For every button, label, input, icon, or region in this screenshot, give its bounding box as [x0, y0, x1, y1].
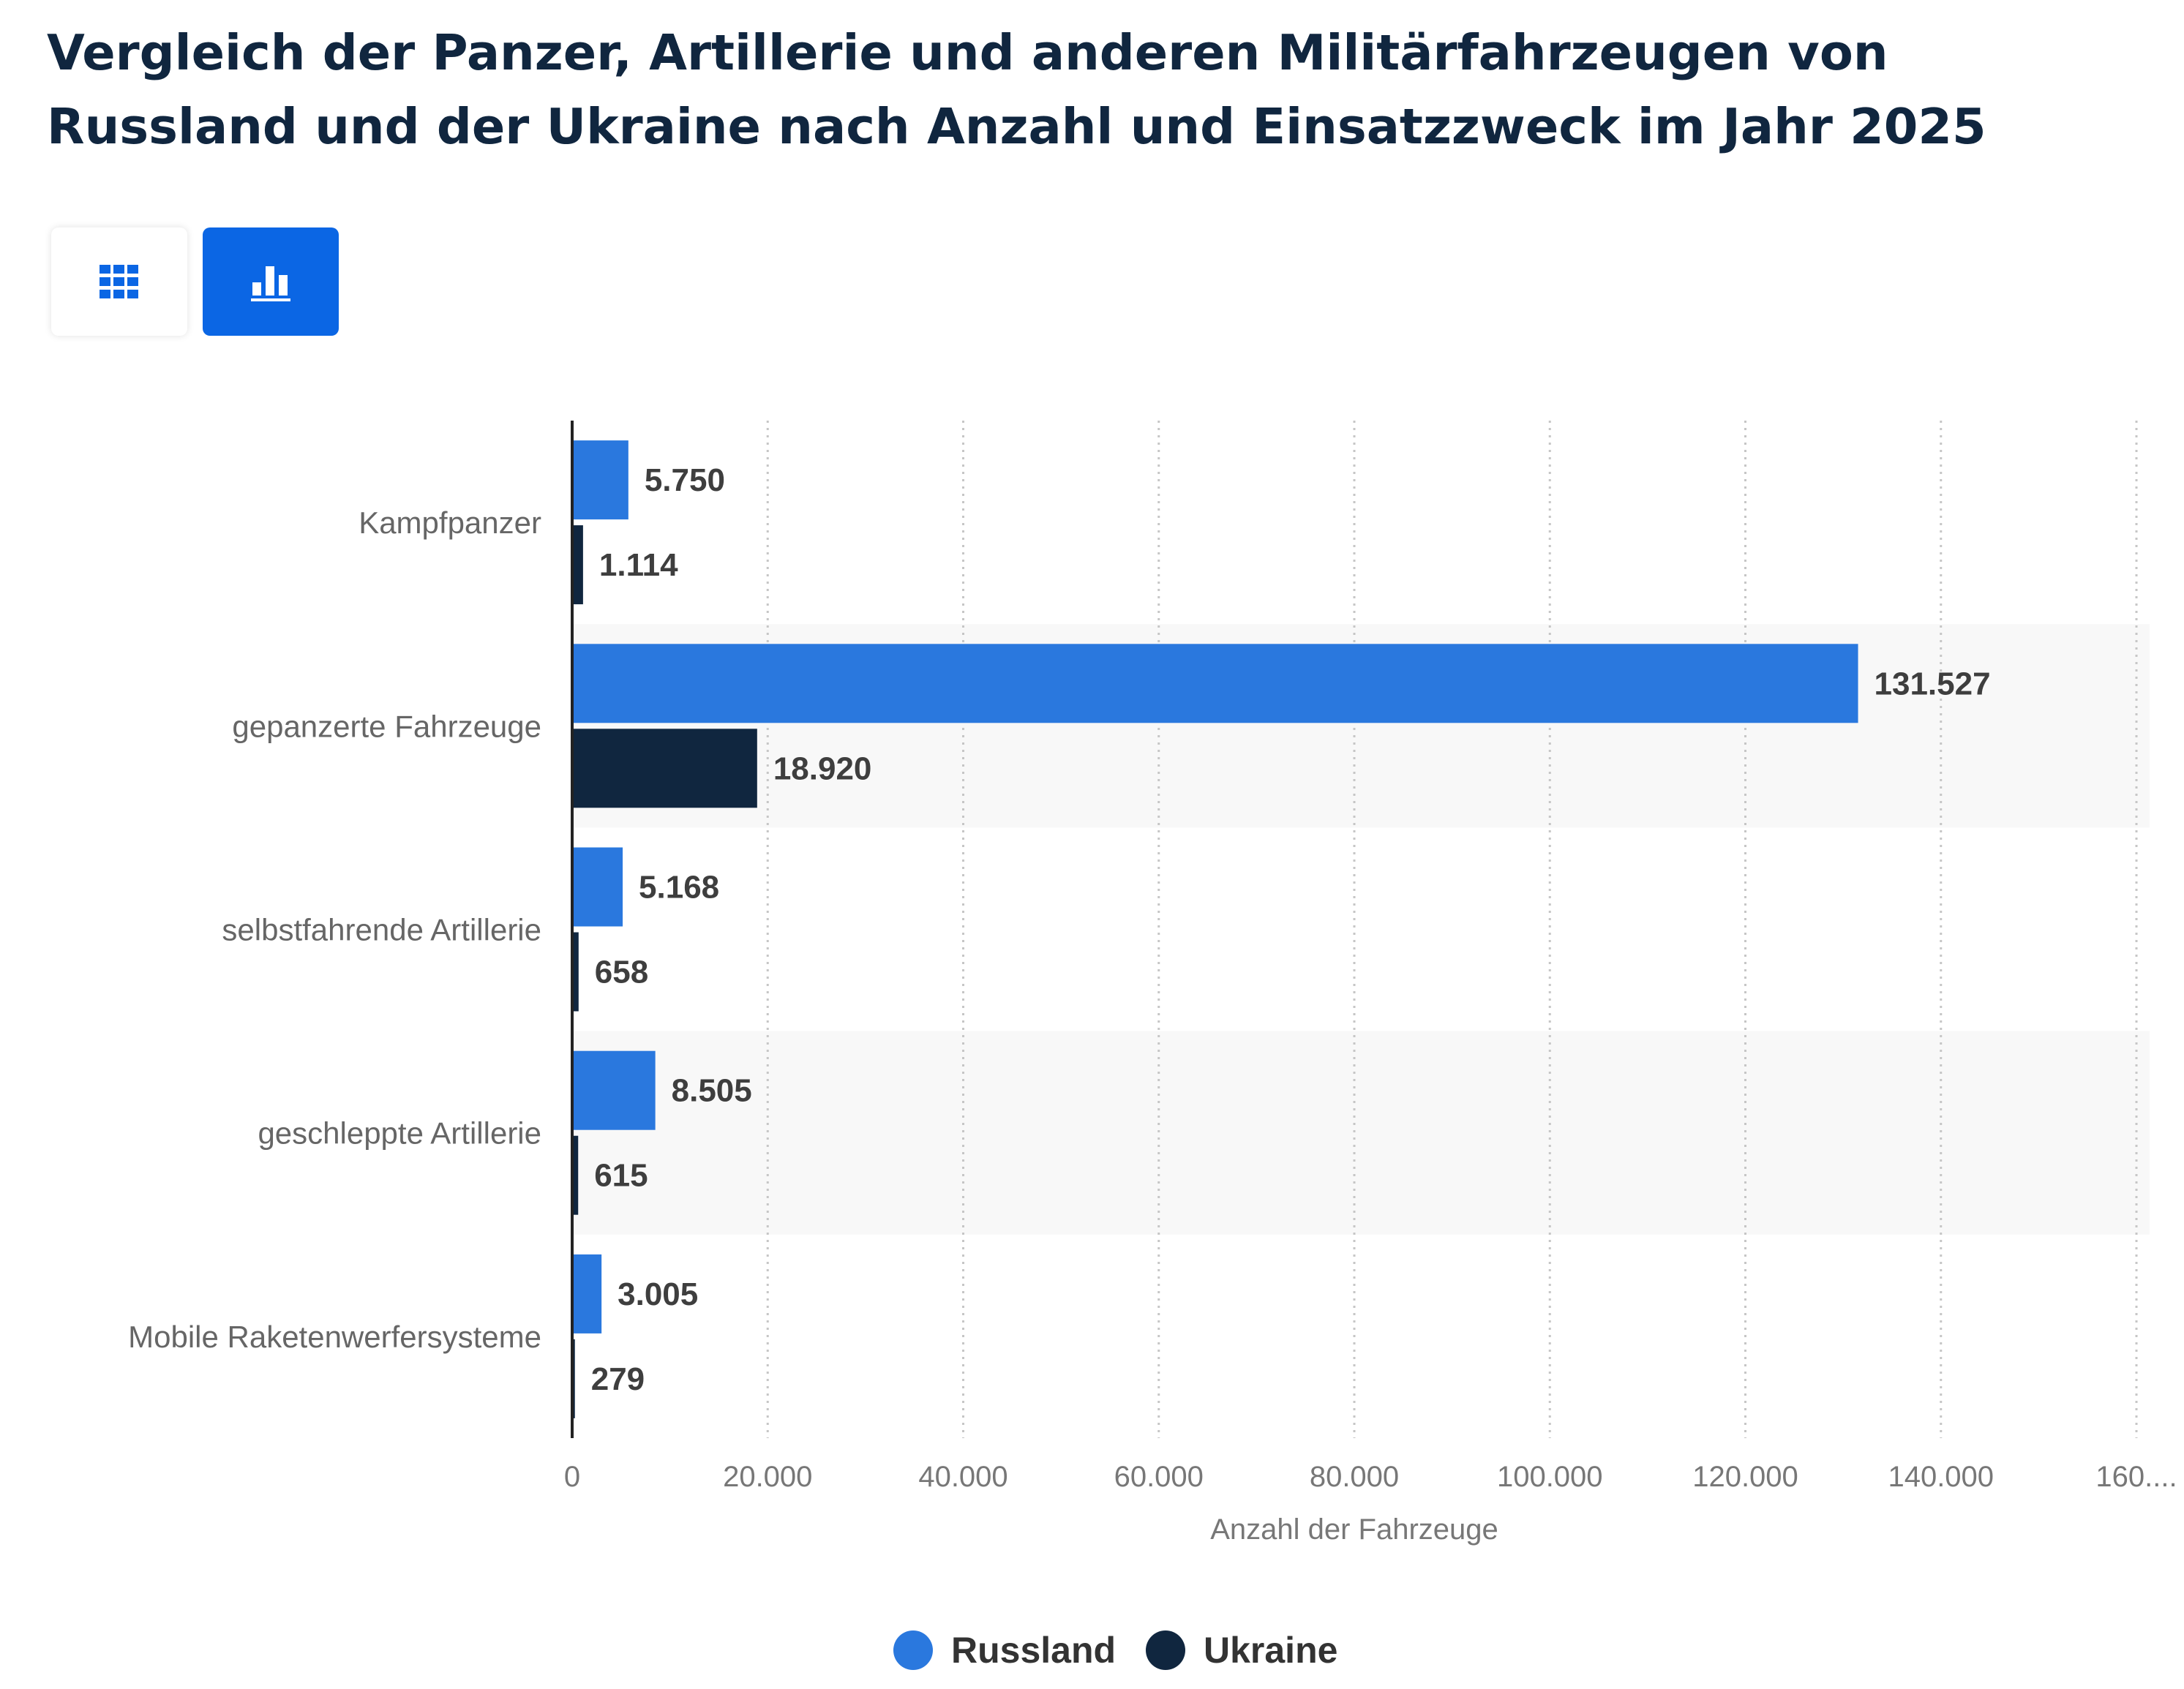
- data-label: 8.505: [672, 1073, 752, 1109]
- x-tick-label: 120.000: [1692, 1461, 1798, 1493]
- category-label: geschleppte Artillerie: [258, 1116, 541, 1151]
- category-label: selbstfahrende Artillerie: [222, 913, 541, 947]
- bar-ukraine: [572, 932, 579, 1012]
- data-label: 658: [595, 955, 648, 990]
- table-view-button[interactable]: [51, 227, 187, 336]
- x-tick-label: 80.000: [1310, 1461, 1399, 1493]
- bar-russland: [572, 1050, 656, 1130]
- data-label: 5.750: [645, 462, 725, 498]
- legend-swatch-ukraine: [1146, 1630, 1185, 1670]
- legend-label: Ukraine: [1204, 1630, 1337, 1671]
- x-tick-label: 0: [564, 1461, 580, 1493]
- bar-ukraine: [572, 525, 583, 605]
- data-label: 615: [594, 1158, 648, 1194]
- data-label: 18.920: [773, 751, 872, 786]
- data-label: 5.168: [639, 870, 719, 906]
- category-label: Mobile Raketenwerfersysteme: [128, 1320, 541, 1354]
- x-tick-label: 60.000: [1114, 1461, 1204, 1493]
- x-tick-label: 40.000: [918, 1461, 1007, 1493]
- category-label: Kampfpanzer: [359, 505, 541, 540]
- x-tick-label: 20.000: [723, 1461, 812, 1493]
- x-tick-label: 140.000: [1888, 1461, 1994, 1493]
- x-tick-label: 160....: [2095, 1461, 2177, 1493]
- bar-chart-icon: [251, 266, 290, 301]
- category-band: [572, 1031, 2150, 1235]
- data-label: 1.114: [599, 547, 678, 583]
- legend-swatch-russland: [893, 1630, 933, 1670]
- bar-russland: [572, 644, 1858, 723]
- bar-russland: [572, 1254, 602, 1333]
- x-tick-label: 100.000: [1497, 1461, 1603, 1493]
- bar-russland: [572, 847, 623, 927]
- chart-view-button[interactable]: [203, 227, 339, 336]
- data-label: 279: [591, 1361, 645, 1397]
- category-label: gepanzerte Fahrzeuge: [232, 709, 541, 743]
- table-grid-icon: [100, 265, 138, 298]
- bar-russland: [572, 440, 628, 520]
- data-label: 131.527: [1875, 666, 1991, 701]
- legend-label: Russland: [951, 1630, 1116, 1671]
- x-axis-title: Anzahl der Fahrzeuge: [1210, 1513, 1498, 1546]
- bar-ukraine: [572, 729, 757, 808]
- bar-ukraine: [572, 1135, 579, 1215]
- data-label: 3.005: [618, 1276, 698, 1312]
- chart-title: Vergleich der Panzer, Artillerie und and…: [47, 24, 1986, 155]
